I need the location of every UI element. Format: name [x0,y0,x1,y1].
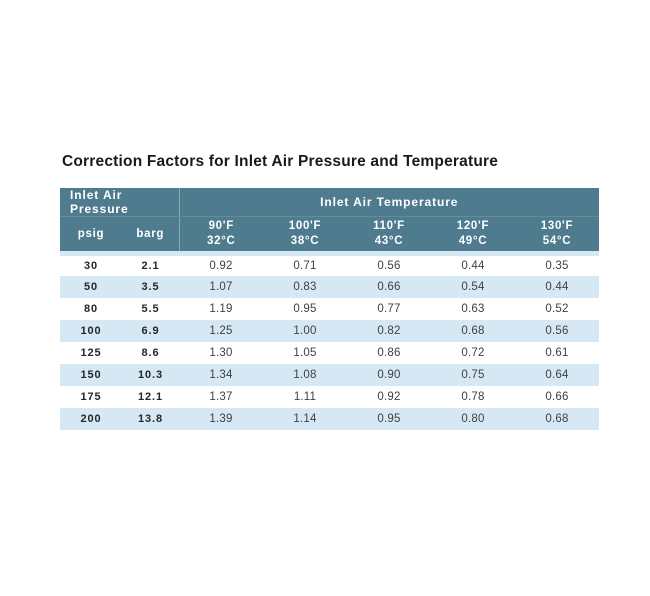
temp-fahrenheit-label: 110'F [373,220,405,233]
correction-factor-value: 0.71 [263,251,347,276]
correction-factor-value: 0.44 [430,251,515,276]
table-header: Inlet Air Pressure Inlet Air Temperature… [60,188,599,254]
psig-value: 150 [80,368,102,381]
pressure-group-header: Inlet Air Pressure [60,188,180,217]
barg-value: 3.5 [141,280,160,293]
page-title: Correction Factors for Inlet Air Pressur… [62,153,499,170]
correction-factor-value: 0.80 [461,412,485,425]
table-body: 30 2.1 0.92 0.71 0.56 0.44 0.35 50 3.5 1.07 0.83 0.… [60,251,599,430]
psig-value: 175 [80,390,102,403]
correction-factor-value: 1.39 [209,412,233,425]
correction-factor-value: 0.90 [377,368,401,381]
correction-factor-value: 0.63 [461,302,485,315]
column-header-row: psig barg 90'F 32°C 100'F 38°C 110'F 43°C 120'… [60,216,599,254]
correction-factor-value: 0.35 [514,251,599,276]
psig-value: 80 [83,302,99,315]
temp-fahrenheit-label: 90'F [208,220,234,233]
psig-column-header: psig [60,216,122,254]
correction-factor-value: 0.68 [461,324,485,337]
correction-factor-value: 0.83 [293,280,317,293]
table-row: 175 12.1 1.37 1.11 0.92 0.78 0.66 [60,386,599,408]
barg-value: 8.6 [141,346,160,359]
correction-factor-value: 0.64 [545,368,569,381]
correction-factor-value: 0.82 [377,324,401,337]
table-row: 80 5.5 1.19 0.95 0.77 0.63 0.52 [60,298,599,320]
correction-factor-value: 0.78 [461,390,485,403]
table-row: 30 2.1 0.92 0.71 0.56 0.44 0.35 [60,251,599,276]
correction-factor-value: 1.25 [209,324,233,337]
table-row: 50 3.5 1.07 0.83 0.66 0.54 0.44 [60,275,599,298]
correction-factor-value: 0.56 [346,251,431,276]
correction-factor-value: 0.61 [545,346,569,359]
correction-factor-value: 0.72 [461,346,485,359]
correction-factor-value: 1.19 [209,302,233,315]
temperature-group-header: Inlet Air Temperature [178,188,599,217]
temp-fahrenheit-label: 100'F [288,220,322,233]
barg-value: 13.8 [138,412,164,425]
correction-factor-value: 0.95 [377,412,401,425]
correction-factor-value: 1.34 [209,368,233,381]
barg-value: 2.1 [122,251,180,276]
table-row: 150 10.3 1.34 1.08 0.90 0.75 0.64 [60,363,599,386]
correction-factor-value: 0.52 [545,302,569,315]
correction-factor-value: 0.92 [179,251,263,276]
correction-factor-value: 0.66 [545,390,569,403]
correction-factor-value: 1.11 [293,390,317,403]
correction-factor-value: 1.08 [293,368,317,381]
psig-value: 30 [60,251,122,276]
correction-factor-value: 1.14 [293,412,317,425]
temp-celsius-label: 43°C [374,235,404,247]
psig-value: 50 [83,280,99,293]
correction-factor-value: 0.66 [377,280,401,293]
barg-value: 5.5 [141,302,160,315]
barg-value: 10.3 [138,368,164,381]
table-row: 200 13.8 1.39 1.14 0.95 0.80 0.68 [60,407,599,430]
correction-factor-value: 1.00 [293,324,317,337]
correction-factor-value: 0.77 [377,302,401,315]
barg-value: 12.1 [138,390,164,403]
group-header-row: Inlet Air Pressure Inlet Air Temperature [60,188,599,217]
correction-factor-value: 1.07 [209,280,233,293]
psig-value: 100 [80,324,102,337]
temperature-column-header: 130'F 54°C [514,216,599,254]
barg-column-header: barg [122,216,180,254]
table-row: 125 8.6 1.30 1.05 0.86 0.72 0.61 [60,342,599,364]
temp-celsius-label: 32°C [207,235,236,247]
temperature-column-header: 120'F 49°C [430,216,515,254]
temperature-column-header: 90'F 32°C [178,216,263,254]
correction-factor-value: 0.75 [461,368,485,381]
temp-celsius-label: 38°C [290,235,320,247]
temp-celsius-label: 49°C [458,235,488,247]
temp-fahrenheit-label: 120'F [456,220,490,233]
psig-value: 125 [80,346,102,359]
correction-factor-value: 0.92 [377,390,401,403]
table-row: 100 6.9 1.25 1.00 0.82 0.68 0.56 [60,319,599,342]
correction-factor-value: 0.54 [461,280,485,293]
psig-value: 200 [80,412,102,425]
correction-factor-value: 0.95 [293,302,317,315]
correction-factor-value: 0.86 [377,346,401,359]
correction-factor-value: 0.56 [545,324,569,337]
barg-value: 6.9 [141,324,160,337]
correction-factors-table: Inlet Air Pressure Inlet Air Temperature… [60,188,599,430]
correction-factor-value: 1.05 [293,346,317,359]
temp-celsius-label: 54°C [542,235,572,247]
correction-factor-value: 1.37 [209,390,233,403]
correction-factor-value: 0.44 [545,280,569,293]
correction-factor-value: 1.30 [209,346,233,359]
temperature-column-header: 110'F 43°C [346,216,431,254]
temp-fahrenheit-label: 130'F [540,220,574,233]
correction-factor-value: 0.68 [545,412,569,425]
temperature-column-header: 100'F 38°C [263,216,347,254]
